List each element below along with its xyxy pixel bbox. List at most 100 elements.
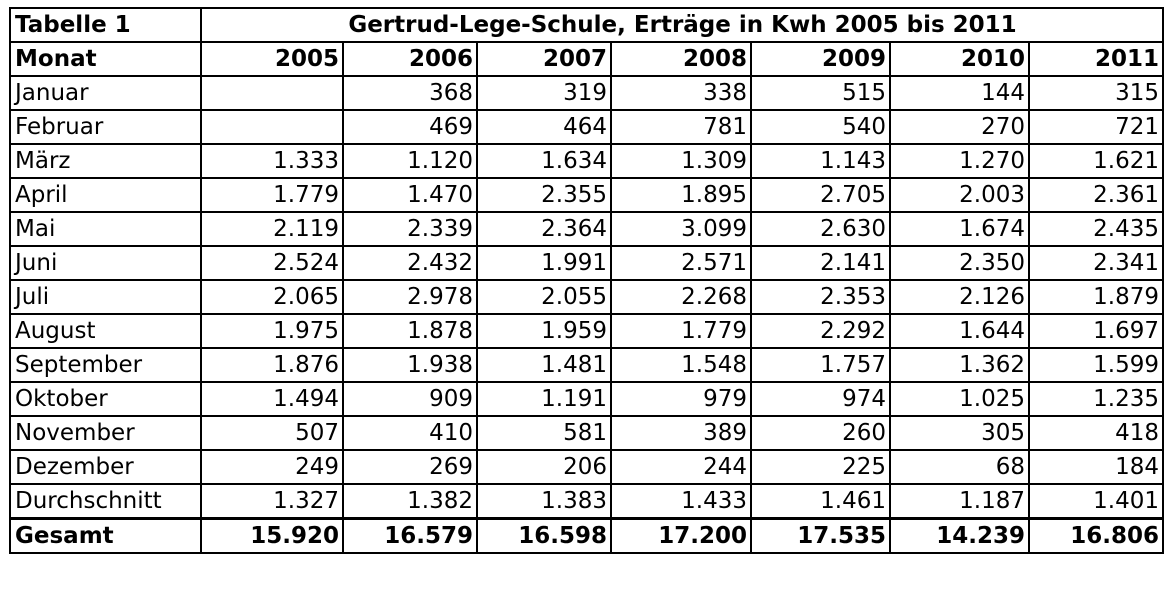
value-cell: 1.879	[1028, 279, 1164, 315]
value-cell: 2.350	[889, 245, 1030, 281]
value-cell: 1.599	[1028, 347, 1164, 383]
table-row: Februar 469 464 781 540 270 721	[9, 109, 1164, 145]
value-cell: 1.938	[342, 347, 478, 383]
value-cell: 979	[610, 381, 752, 417]
value-cell: 1.644	[889, 313, 1030, 349]
year-header: 2010	[889, 41, 1030, 77]
year-header: 2006	[342, 41, 478, 77]
month-label: Dezember	[9, 449, 202, 485]
total-cell: 17.200	[610, 517, 752, 554]
table-row: Mai 2.119 2.339 2.364 3.099 2.630 1.674 2.435	[9, 211, 1164, 247]
value-cell: 2.361	[1028, 177, 1164, 213]
month-label: März	[9, 143, 202, 179]
value-cell: 1.779	[200, 177, 344, 213]
value-cell: 909	[342, 381, 478, 417]
value-cell: 2.065	[200, 279, 344, 315]
value-cell: 319	[476, 75, 612, 111]
year-header: 2005	[200, 41, 344, 77]
value-cell: 305	[889, 415, 1030, 451]
month-label: April	[9, 177, 202, 213]
value-cell: 206	[476, 449, 612, 485]
value-cell: 1.461	[750, 483, 891, 520]
value-cell: 1.270	[889, 143, 1030, 179]
table-row: April 1.779 1.470 2.355 1.895 2.705 2.003 2.361	[9, 177, 1164, 213]
value-cell: 2.978	[342, 279, 478, 315]
value-cell: 1.401	[1028, 483, 1164, 520]
month-label: Oktober	[9, 381, 202, 417]
value-cell: 1.362	[889, 347, 1030, 383]
title-row: Tabelle 1 Gertrud-Lege-Schule, Erträge i…	[9, 7, 1164, 43]
table-row: Oktober 1.494 909 1.191 979 974 1.025 1.235	[9, 381, 1164, 417]
value-cell: 781	[610, 109, 752, 145]
table-row: Durchschnitt 1.327 1.382 1.383 1.433 1.461 1.1…	[9, 483, 1164, 520]
value-cell	[200, 75, 344, 111]
value-cell: 2.126	[889, 279, 1030, 315]
value-cell: 1.959	[476, 313, 612, 349]
value-cell: 1.433	[610, 483, 752, 520]
month-label: Januar	[9, 75, 202, 111]
value-cell: 184	[1028, 449, 1164, 485]
value-cell: 2.524	[200, 245, 344, 281]
table-row: Januar 368 319 338 515 144 315	[9, 75, 1164, 111]
value-cell: 2.339	[342, 211, 478, 247]
value-cell: 315	[1028, 75, 1164, 111]
value-cell: 1.895	[610, 177, 752, 213]
value-cell: 1.621	[1028, 143, 1164, 179]
value-cell: 1.235	[1028, 381, 1164, 417]
month-label: September	[9, 347, 202, 383]
total-cell: 17.535	[750, 517, 891, 554]
value-cell: 2.268	[610, 279, 752, 315]
value-cell: 1.382	[342, 483, 478, 520]
value-cell: 269	[342, 449, 478, 485]
table-label: Tabelle 1	[9, 7, 202, 43]
value-cell: 1.991	[476, 245, 612, 281]
value-cell: 507	[200, 415, 344, 451]
value-cell: 2.341	[1028, 245, 1164, 281]
value-cell: 418	[1028, 415, 1164, 451]
month-label: November	[9, 415, 202, 451]
energy-yield-table: Tabelle 1 Gertrud-Lege-Schule, Erträge i…	[9, 7, 1164, 554]
value-cell: 2.432	[342, 245, 478, 281]
value-cell: 2.364	[476, 211, 612, 247]
value-cell: 1.757	[750, 347, 891, 383]
value-cell: 1.025	[889, 381, 1030, 417]
value-cell: 225	[750, 449, 891, 485]
table-row: September 1.876 1.938 1.481 1.548 1.757 1.362 1…	[9, 347, 1164, 383]
month-label: Februar	[9, 109, 202, 145]
value-cell: 389	[610, 415, 752, 451]
total-cell: 14.239	[889, 517, 1030, 554]
year-header: 2009	[750, 41, 891, 77]
value-cell: 1.634	[476, 143, 612, 179]
value-cell: 1.697	[1028, 313, 1164, 349]
table-row: August 1.975 1.878 1.959 1.779 2.292 1.644 1.69…	[9, 313, 1164, 349]
value-cell: 1.481	[476, 347, 612, 383]
value-cell: 1.878	[342, 313, 478, 349]
year-header: 2008	[610, 41, 752, 77]
table-title: Gertrud-Lege-Schule, Erträge in Kwh 2005…	[200, 7, 1164, 43]
value-cell: 721	[1028, 109, 1164, 145]
table-row: Juni 2.524 2.432 1.991 2.571 2.141 2.350 2.341	[9, 245, 1164, 281]
table-row: Juli 2.065 2.978 2.055 2.268 2.353 2.126 1.879	[9, 279, 1164, 315]
total-label: Gesamt	[9, 517, 202, 554]
value-cell: 1.327	[200, 483, 344, 520]
value-cell: 2.435	[1028, 211, 1164, 247]
value-cell: 1.187	[889, 483, 1030, 520]
value-cell: 2.055	[476, 279, 612, 315]
value-cell: 2.630	[750, 211, 891, 247]
value-cell: 68	[889, 449, 1030, 485]
value-cell: 260	[750, 415, 891, 451]
value-cell: 244	[610, 449, 752, 485]
value-cell: 2.292	[750, 313, 891, 349]
value-cell: 515	[750, 75, 891, 111]
value-cell: 2.705	[750, 177, 891, 213]
value-cell: 249	[200, 449, 344, 485]
value-cell: 464	[476, 109, 612, 145]
value-cell: 1.876	[200, 347, 344, 383]
value-cell: 2.353	[750, 279, 891, 315]
value-cell: 1.143	[750, 143, 891, 179]
value-cell: 2.003	[889, 177, 1030, 213]
month-label: Durchschnitt	[9, 483, 202, 520]
table-body: Januar 368 319 338 515 144 315 Februar 469 464 781…	[9, 75, 1164, 520]
total-cell: 15.920	[200, 517, 344, 554]
value-cell: 1.120	[342, 143, 478, 179]
